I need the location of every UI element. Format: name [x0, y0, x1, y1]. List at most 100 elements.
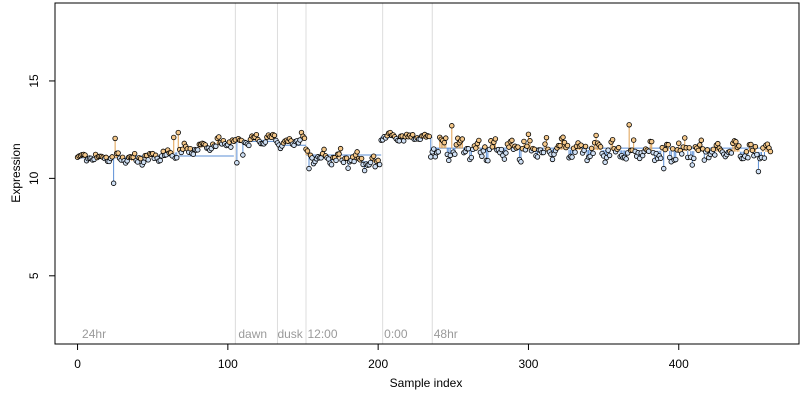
- data-point-77: [190, 151, 196, 157]
- data-point-445: [743, 149, 750, 155]
- data-point-351: [602, 159, 608, 165]
- data-point-154: [306, 165, 312, 172]
- data-point-440: [736, 143, 742, 149]
- data-point-299: [524, 143, 530, 149]
- data-point-67: [175, 129, 181, 136]
- x-tick-label-4: 400: [669, 357, 689, 371]
- data-point-273: [485, 158, 491, 164]
- data-point-321: [557, 142, 563, 149]
- data-point-214: [396, 138, 402, 144]
- data-point-198: [372, 163, 378, 170]
- data-point-457: [761, 155, 768, 161]
- data-point-300: [525, 131, 532, 137]
- data-point-106: [234, 160, 240, 166]
- y-tick-label-0: 5: [27, 272, 41, 279]
- data-point-415: [698, 137, 705, 143]
- annotation-label-3: 12:00: [308, 327, 338, 341]
- data-point-360: [615, 144, 622, 151]
- data-point-5: [82, 152, 88, 158]
- data-point-119: [253, 131, 260, 138]
- data-point-276: [489, 144, 496, 150]
- data-point-189: [358, 155, 365, 162]
- x-tick-label-0: 0: [74, 357, 81, 371]
- data-point-172: [333, 157, 339, 164]
- data-point-410: [691, 155, 697, 162]
- data-point-304: [531, 146, 538, 152]
- data-point-393: [665, 142, 671, 148]
- annotation-label-2: dusk: [277, 327, 303, 341]
- data-point-244: [441, 139, 447, 146]
- data-point-311: [542, 141, 548, 147]
- plot-frame: [54, 2, 800, 345]
- data-point-80: [195, 147, 201, 153]
- data-point-345: [593, 132, 599, 139]
- x-tick-label-1: 100: [218, 357, 238, 371]
- data-point-278: [492, 136, 499, 142]
- data-point-382: [649, 138, 655, 145]
- data-point-24: [110, 180, 117, 186]
- data-point-64: [171, 134, 177, 141]
- data-point-419: [704, 147, 711, 153]
- x-tick-label-3: 300: [518, 357, 538, 371]
- data-point-23: [109, 154, 115, 160]
- data-point-297: [521, 138, 527, 145]
- data-point-287: [506, 144, 512, 150]
- data-point-414: [697, 142, 703, 148]
- data-point-66: [174, 155, 180, 161]
- data-point-25: [112, 135, 118, 142]
- data-point-175: [337, 145, 344, 152]
- data-point-201: [376, 161, 383, 168]
- data-point-197: [370, 153, 377, 159]
- data-point-448: [748, 141, 754, 148]
- annotation-label-4: 0:00: [384, 327, 408, 341]
- data-point-114: [246, 142, 252, 149]
- data-point-179: [343, 155, 350, 161]
- data-point-151: [301, 135, 308, 141]
- data-point-184: [351, 158, 357, 165]
- data-point-356: [609, 136, 616, 143]
- data-point-44: [140, 159, 147, 165]
- annotation-label-5: 48hr: [434, 327, 458, 341]
- data-point-323: [560, 134, 566, 140]
- data-point-335: [578, 142, 584, 148]
- data-point-174: [336, 151, 342, 157]
- data-point-153: [304, 148, 311, 154]
- data-point-413: [695, 147, 701, 154]
- data-point-329: [569, 154, 575, 160]
- data-point-388: [658, 155, 664, 161]
- data-point-195: [367, 159, 374, 166]
- data-points: [74, 122, 774, 186]
- data-point-289: [509, 137, 515, 144]
- data-point-343: [590, 150, 596, 157]
- data-point-391: [662, 146, 668, 153]
- data-point-301: [527, 138, 533, 144]
- data-point-453: [755, 168, 762, 175]
- data-point-75: [187, 146, 193, 152]
- data-point-27: [115, 150, 121, 156]
- data-point-461: [767, 148, 774, 155]
- data-point-326: [564, 142, 571, 149]
- time-dividers: [234, 3, 433, 344]
- data-point-249: [449, 123, 455, 129]
- data-point-267: [476, 137, 482, 144]
- data-point-310: [540, 149, 547, 156]
- data-point-247: [446, 157, 452, 164]
- data-point-348: [597, 144, 604, 150]
- data-point-245: [443, 135, 449, 141]
- data-point-338: [582, 143, 589, 150]
- y-axis: 5 10 15: [27, 74, 55, 279]
- data-point-400: [676, 140, 682, 146]
- y-tick-label-2: 15: [27, 74, 41, 88]
- data-point-370: [630, 137, 637, 143]
- data-point-102: [228, 144, 234, 150]
- data-point-284: [501, 156, 508, 162]
- data-point-380: [645, 148, 652, 154]
- data-point-271: [482, 144, 488, 150]
- data-point-367: [626, 122, 632, 128]
- data-point-409: [689, 162, 695, 168]
- data-point-186: [354, 149, 360, 155]
- data-point-452: [754, 151, 760, 158]
- data-point-55: [157, 157, 163, 164]
- annotation-label-0: 24hr: [82, 327, 106, 341]
